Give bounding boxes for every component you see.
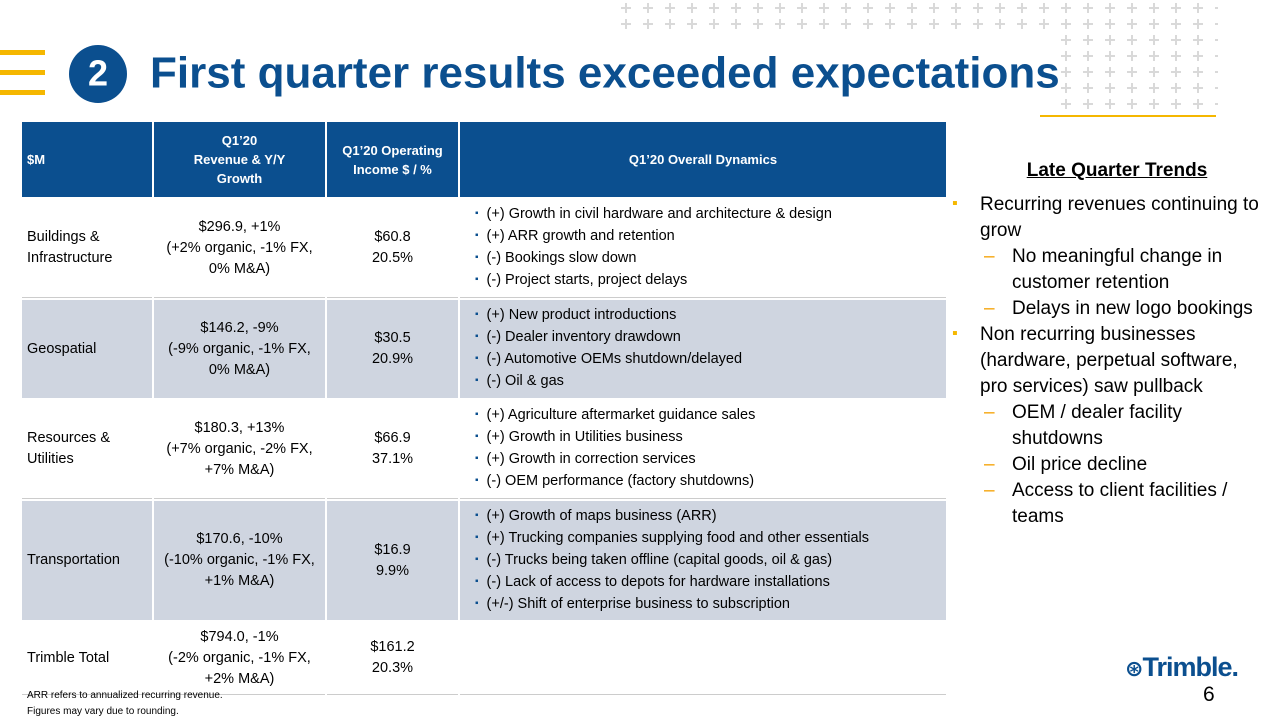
revenue-cell: $180.3, +13% (+7% organic, -2% FX, +7% M… <box>154 400 325 499</box>
trend-subitem: OEM / dealer facility shutdowns <box>952 400 1262 452</box>
segment-cell: Geospatial <box>22 300 152 398</box>
dynamics-list: (+) Agriculture aftermarket guidance sal… <box>465 405 756 493</box>
dynamics-item: (+) Growth of maps business (ARR) <box>475 506 869 528</box>
side-panel: Late Quarter Trends Recurring revenues c… <box>952 160 1262 530</box>
dynamics-cell: (+) Agriculture aftermarket guidance sal… <box>460 400 946 499</box>
dynamics-item: (+) ARR growth and retention <box>475 226 832 248</box>
trend-item: Non recurring businesses (hardware, perp… <box>952 321 1262 400</box>
header-cell: Q1’20 Operating Income $ / % <box>327 122 458 197</box>
income-cell: $16.9 9.9% <box>327 501 458 620</box>
footnotes: ARR refers to annualized recurring reven… <box>27 688 223 720</box>
menu-bars <box>0 50 45 95</box>
income-cell: $66.9 37.1% <box>327 400 458 499</box>
segment-cell: Resources & Utilities <box>22 400 152 499</box>
header-cell: Q1’20 Overall Dynamics <box>460 122 946 197</box>
trend-subitem: No meaningful change in customer retenti… <box>952 244 1262 296</box>
trend-subitem: Delays in new logo bookings <box>952 296 1262 322</box>
dynamics-item: (+) New product introductions <box>475 305 742 327</box>
section-number: 2 <box>88 53 108 94</box>
page-number: 6 <box>1203 683 1215 706</box>
dynamics-item: (-) Project starts, project delays <box>475 270 832 292</box>
logo-text: Trimble. <box>1142 652 1239 682</box>
dynamics-item: (-) Dealer inventory drawdown <box>475 327 742 349</box>
dynamics-item: (+) Growth in correction services <box>475 449 755 471</box>
title: First quarter results exceeded expectati… <box>150 49 1060 98</box>
dynamics-cell: (+) Growth in civil hardware and archite… <box>460 199 946 298</box>
dynamics-item: (-) Oil & gas <box>475 371 742 393</box>
footnote: ARR refers to annualized recurring reven… <box>27 690 223 701</box>
trend-item: Recurring revenues continuing to grow <box>952 191 1262 244</box>
dynamics-item: (-) Lack of access to depots for hardwar… <box>475 572 869 594</box>
dynamics-cell: (+) Growth of maps business (ARR)(+) Tru… <box>460 501 946 620</box>
dynamics-item: (-) OEM performance (factory shutdowns) <box>475 471 755 493</box>
income-cell: $60.8 20.5% <box>327 199 458 298</box>
revenue-cell: $170.6, -10% (-10% organic, -1% FX, +1% … <box>154 501 325 620</box>
dynamics-cell <box>460 622 946 695</box>
dynamics-cell: (+) New product introductions(-) Dealer … <box>460 300 946 398</box>
segment-cell: Buildings & Infrastructure <box>22 199 152 298</box>
header-cell: $M <box>22 122 152 197</box>
dynamics-list: (+) New product introductions(-) Dealer … <box>465 305 742 393</box>
header-cell: Q1’20 Revenue & Y/Y Growth <box>154 122 325 197</box>
side-title: Late Quarter Trends <box>1026 160 1208 181</box>
segment-cell: Transportation <box>22 501 152 620</box>
revenue-cell: $296.9, +1% (+2% organic, -1% FX, 0% M&A… <box>154 199 325 298</box>
dynamics-list: (+) Growth of maps business (ARR)(+) Tru… <box>465 506 869 616</box>
trend-subitem: Oil price decline <box>952 452 1262 478</box>
dynamics-item: (+) Growth in Utilities business <box>475 427 755 449</box>
revenue-cell: $146.2, -9% (-9% organic, -1% FX, 0% M&A… <box>154 300 325 398</box>
dynamics-item: (+/-) Shift of enterprise business to su… <box>475 594 869 616</box>
dynamics-item: (-) Trucks being taken offline (capital … <box>475 550 869 572</box>
dynamics-item: (+) Trucking companies supplying food an… <box>475 528 869 550</box>
trend-subitem: Access to client facilities / teams <box>952 478 1262 530</box>
logo: ⊛Trimble. <box>1125 652 1239 682</box>
dynamics-item: (+) Agriculture aftermarket guidance sal… <box>475 405 756 427</box>
section-badge <box>69 45 127 103</box>
results-table: $M Q1’20 Revenue & Y/Y Growth Q1’20 Operat… <box>22 122 946 695</box>
segment-cell: Trimble Total <box>22 622 152 695</box>
decor: 2 First quarter results exceeded expecta… <box>0 0 1218 117</box>
dynamics-item: (+) Growth in civil hardware and archite… <box>475 204 832 226</box>
dynamics-list: (+) Growth in civil hardware and archite… <box>465 204 832 292</box>
dynamics-item: (-) Bookings slow down <box>475 248 832 270</box>
income-cell: $30.5 20.9% <box>327 300 458 398</box>
dynamics-item: (-) Automotive OEMs shutdown/delayed <box>475 349 742 371</box>
income-cell: $161.2 20.3% <box>327 622 458 695</box>
revenue-cell: $794.0, -1% (-2% organic, -1% FX, +2% M&… <box>154 622 325 695</box>
footnote: Figures may vary due to rounding. <box>27 706 179 717</box>
